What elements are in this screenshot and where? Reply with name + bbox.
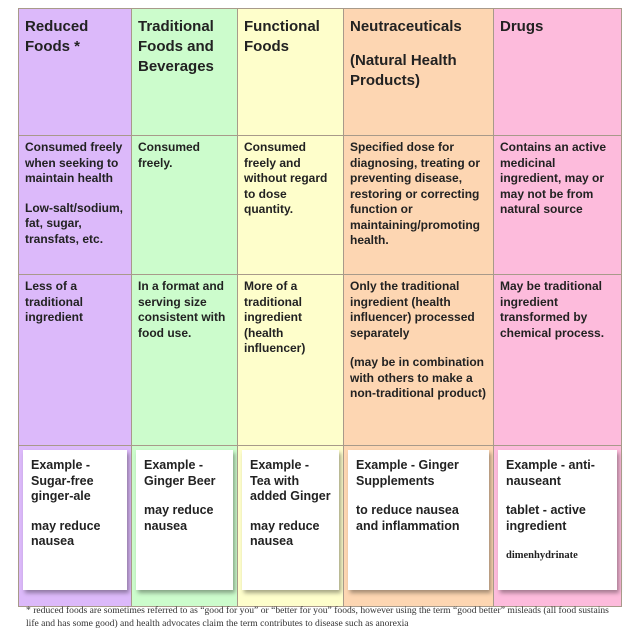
header-row: Reduced Foods * Traditional Foods and Bev… — [18, 8, 622, 136]
table-row: Consumed freely when seeking to maintain… — [18, 135, 622, 275]
header-cell: Neutraceuticals (Natural Health Products) — [343, 8, 494, 136]
table-cell: In a format and serving size consistent … — [131, 274, 238, 446]
cell-text: More of a traditional ingredient (health… — [244, 279, 306, 355]
table-cell: Example - Ginger Supplements to reduce na… — [343, 445, 494, 607]
header-cell: Functional Foods — [237, 8, 344, 136]
example-box: Example - Tea with added Ginger may reduc… — [242, 450, 339, 590]
cell-text: (may be in combination with others to ma… — [350, 355, 486, 400]
header-text: Drugs — [500, 18, 544, 35]
header-cell: Drugs — [493, 8, 622, 136]
header-text: Functional Foods — [244, 18, 320, 55]
table-cell: Example - Sugar-free ginger-ale may reduc… — [18, 445, 132, 607]
table-row: Example - Sugar-free ginger-ale may reduc… — [18, 445, 622, 607]
cell-text: to reduce nausea and inflammation — [356, 503, 460, 533]
footnote: * reduced foods are sometimes referred t… — [26, 605, 609, 629]
table-cell: Example - anti-nauseant tablet - active i… — [493, 445, 622, 607]
cell-text: may reduce nausea — [31, 518, 101, 549]
header-text: Traditional Foods and Beverages — [138, 18, 214, 75]
example-box: Example - Sugar-free ginger-ale may reduc… — [23, 450, 127, 590]
cell-text: Consumed freely. — [138, 140, 201, 170]
cell-text: may reduce nausea — [144, 503, 214, 533]
cell-text: Example - Ginger Beer — [144, 458, 216, 488]
table-cell: Only the traditional ingredient (health … — [343, 274, 494, 446]
cell-text: Only the traditional ingredient (health … — [350, 279, 475, 340]
table-cell: Less of a traditional ingredient — [18, 274, 132, 446]
header-text: Neutraceuticals — [350, 18, 462, 35]
example-box: Example - anti-nauseant tablet - active i… — [498, 450, 617, 590]
header-cell: Traditional Foods and Beverages — [131, 8, 238, 136]
example-box: Example - Ginger Beer may reduce nausea — [136, 450, 233, 590]
header-cell: Reduced Foods * — [18, 8, 132, 136]
cell-text: Example - Sugar-free ginger-ale — [31, 458, 94, 503]
cell-text: Specified dose for diagnosing, treating … — [350, 140, 481, 247]
cell-text: Less of a traditional ingredient — [25, 279, 84, 324]
cell-text: tablet - active ingredient — [506, 503, 586, 533]
cell-text: Contains an active medicinal ingredient,… — [500, 140, 607, 216]
table-cell: Example - Ginger Beer may reduce nausea — [131, 445, 238, 607]
table-cell: Specified dose for diagnosing, treating … — [343, 135, 494, 275]
table-cell: Contains an active medicinal ingredient,… — [493, 135, 622, 275]
cell-text: may reduce nausea — [250, 518, 320, 549]
table-cell: More of a traditional ingredient (health… — [237, 274, 344, 446]
cell-text: Consumed freely when seeking to maintain… — [25, 140, 123, 185]
cell-text: Example - Tea with added Ginger — [250, 458, 331, 503]
table-cell: Example - Tea with added Ginger may reduc… — [237, 445, 344, 607]
cell-text: Example - anti-nauseant — [506, 458, 595, 488]
table-cell: Consumed freely. — [131, 135, 238, 275]
example-box: Example - Ginger Supplements to reduce na… — [348, 450, 489, 590]
comparison-table: Reduced Foods * Traditional Foods and Bev… — [18, 8, 622, 607]
cell-text: May be traditional ingredient transforme… — [500, 279, 605, 340]
table-cell: Consumed freely and without regard to do… — [237, 135, 344, 275]
table-cell: Consumed freely when seeking to maintain… — [18, 135, 132, 275]
cell-text: Low-salt/sodium, fat, sugar, transfats, … — [25, 200, 124, 246]
header-text: (Natural Health Products) — [350, 52, 457, 89]
table-row: Less of a traditional ingredient In a for… — [18, 274, 622, 446]
cell-text: dimenhydrinate — [506, 550, 578, 561]
cell-text: In a format and serving size consistent … — [138, 279, 226, 340]
cell-text: Consumed freely and without regard to do… — [244, 140, 328, 216]
table-cell: May be traditional ingredient transforme… — [493, 274, 622, 446]
header-text: Reduced Foods * — [25, 18, 89, 55]
cell-text: Example - Ginger Supplements — [356, 458, 459, 488]
